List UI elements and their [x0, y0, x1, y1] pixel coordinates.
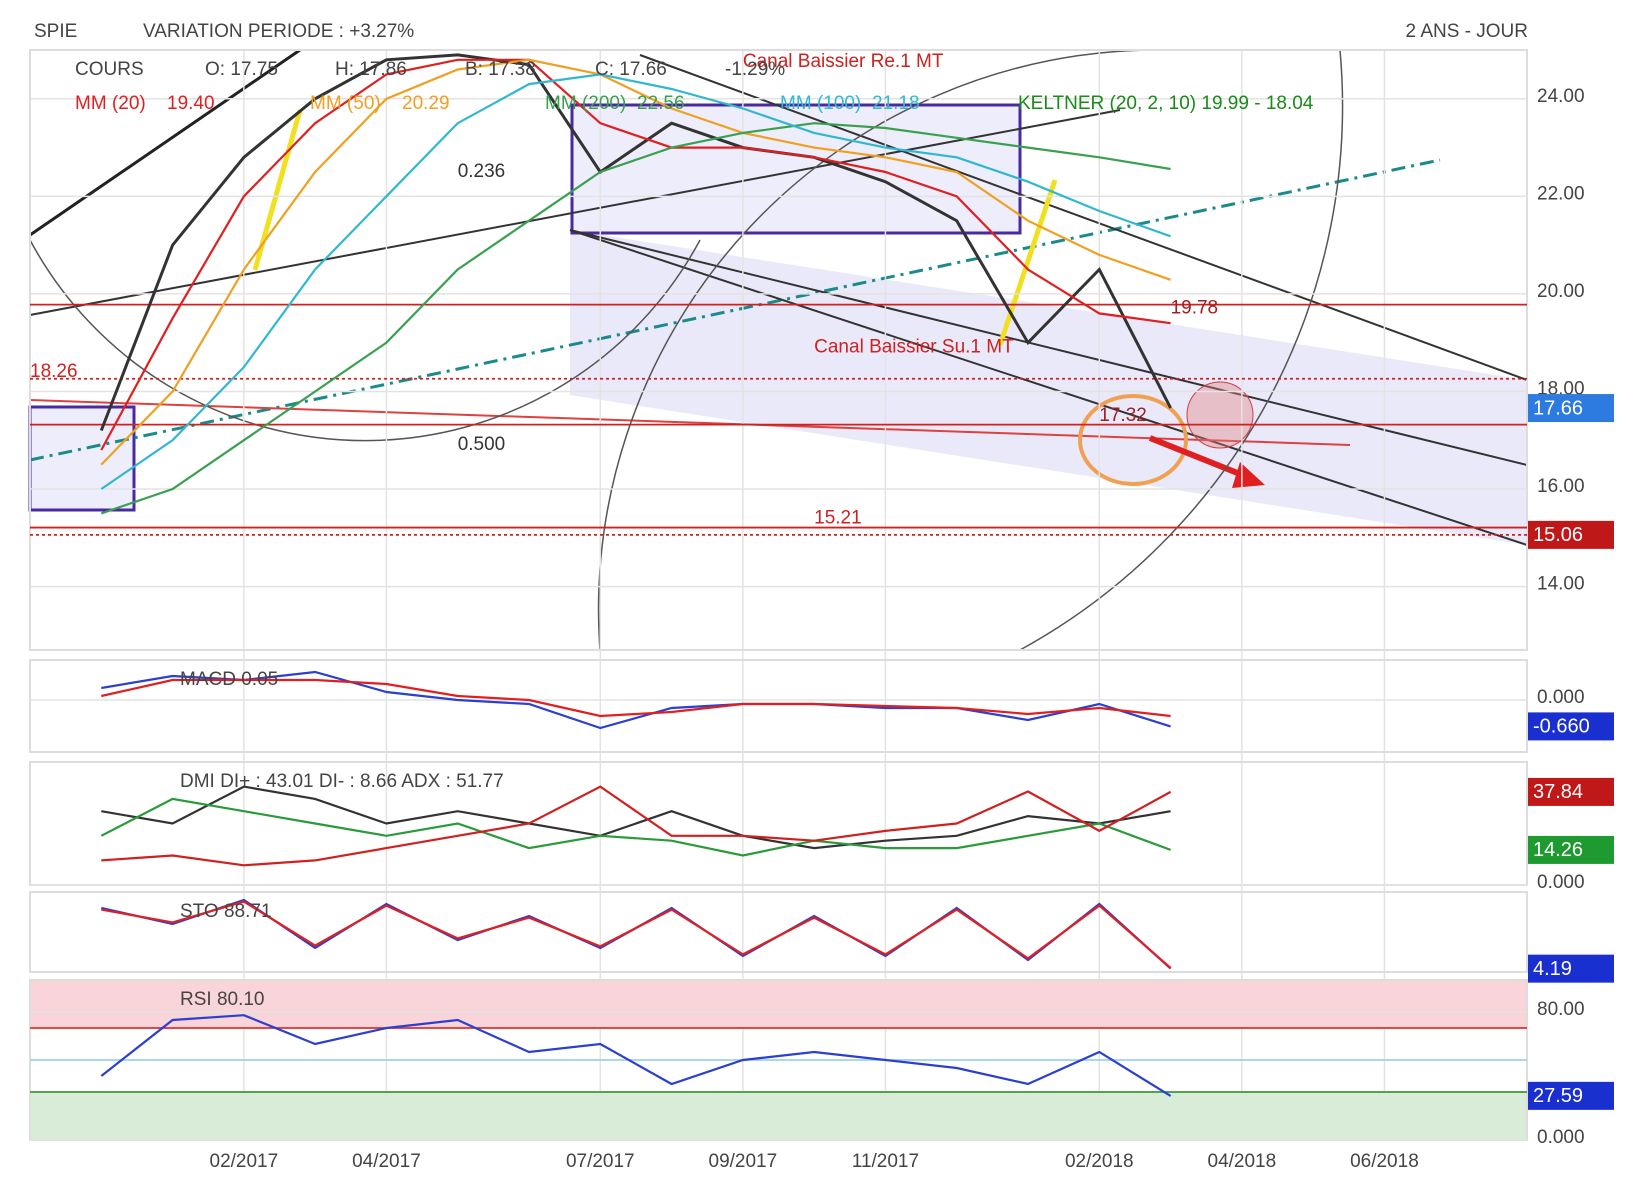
annotation: 18.26	[30, 361, 78, 382]
value-box-label: 15.06	[1533, 524, 1583, 546]
legend: COURS O: 17.75 H: 17.86 B: 17.38 C: 17.66 -1.…	[75, 59, 1314, 114]
legend-value: 21.18	[872, 93, 920, 114]
annotation: 17.32	[1099, 405, 1147, 426]
y-tick-label: 0.000	[1537, 687, 1585, 708]
panel: STO 88.71 4.19	[29, 891, 1614, 983]
panel: 0.000 DMI DI+ : 43.01 DI- : 8.66 ADX : 51…	[29, 761, 1614, 893]
value-box	[1528, 1081, 1614, 1110]
y-tick-label: 22.00	[1537, 183, 1585, 204]
value-box-label: 27.59	[1533, 1085, 1583, 1107]
series-line	[101, 900, 1172, 969]
legend-value: 22.56	[637, 93, 685, 114]
annotation: Canal Baissier Su.1 MT	[814, 337, 1014, 358]
series-line	[99, 53, 1172, 432]
y-tick-label: 20.00	[1537, 281, 1585, 302]
series-line	[100, 122, 1171, 515]
band	[30, 1092, 1527, 1140]
series-line	[101, 670, 1171, 730]
panel: 80.00 0.000 RSI 80.10 27.59	[29, 979, 1614, 1148]
x-tick-label: 04/2017	[352, 1151, 421, 1172]
series-line	[100, 58, 1171, 466]
legend-entry: MM (200)	[545, 93, 626, 114]
quote-value: -1.29%	[725, 59, 785, 80]
x-tick-label: 09/2017	[709, 1151, 778, 1172]
series-line	[100, 58, 1171, 451]
y-tick-label: 0.000	[1537, 872, 1585, 893]
indicator-title: RSI 80.10	[180, 989, 265, 1010]
quote-value: H: 17.86	[335, 59, 407, 80]
indicator-title: MACD 0.05	[180, 669, 278, 690]
value-box	[1528, 835, 1614, 864]
annotation: 0.500	[458, 434, 506, 455]
series-line	[101, 678, 1171, 718]
quote-value: O: 17.75	[205, 59, 278, 80]
value-box-label: 4.19	[1533, 958, 1572, 980]
value-box-label: -0.660	[1533, 716, 1590, 738]
value-box	[1528, 394, 1614, 423]
y-tick-label: 80.00	[1537, 999, 1585, 1020]
quote-value: C: 17.66	[595, 59, 667, 80]
series-line	[100, 1014, 1172, 1097]
panel-frame	[29, 659, 1528, 753]
legend-entry: MM (100)	[780, 93, 861, 114]
series-line	[101, 785, 1171, 850]
indicator-title: STO 88.71	[180, 901, 272, 922]
indicator-title: DMI DI+ : 43.01 DI- : 8.66 ADX : 51.77	[180, 771, 504, 792]
x-tick-label: 11/2017	[852, 1151, 919, 1172]
x-tick-label: 06/2018	[1350, 1151, 1419, 1172]
x-tick-label: 02/2018	[1065, 1151, 1134, 1172]
x-tick-label: 07/2017	[566, 1151, 635, 1172]
y-tick-label: 0.000	[1537, 1127, 1585, 1148]
band	[30, 980, 1527, 1028]
panel-frame	[29, 891, 1528, 973]
annotation: 15.21	[814, 507, 862, 528]
value-box	[1528, 954, 1614, 983]
x-tick-label: 02/2017	[210, 1151, 279, 1172]
ticker: SPIE	[34, 21, 77, 42]
value-box	[1528, 777, 1614, 806]
annotation: Canal Baissier Re.1 MT	[743, 51, 944, 72]
value-box-label: 17.66	[1533, 397, 1583, 419]
period: 2 ANS - JOUR	[1406, 21, 1528, 42]
quote-value: B: 17.38	[465, 59, 536, 80]
legend-value: 20.29	[402, 93, 450, 114]
y-tick-label: 24.00	[1537, 86, 1585, 107]
series-line	[100, 797, 1171, 857]
legend-value: 19.40	[167, 93, 215, 114]
value-box-label: 14.26	[1533, 839, 1583, 861]
annotation: 19.78	[1171, 298, 1219, 319]
legend-entry: MM (50)	[310, 93, 381, 114]
x-tick-label: 04/2018	[1208, 1151, 1277, 1172]
value-box	[1528, 712, 1614, 741]
panel: 0.000 MACD 0.05 -0.660	[29, 659, 1614, 753]
variation: VARIATION PERIODE : +3.27%	[143, 21, 414, 42]
y-tick-label: 16.00	[1537, 476, 1585, 497]
value-box	[1528, 520, 1614, 549]
legend-entry: COURS	[75, 59, 144, 80]
series-line	[101, 785, 1172, 867]
legend-entry: MM (20)	[75, 93, 146, 114]
series-line	[100, 73, 1171, 490]
value-box-label: 37.84	[1533, 781, 1583, 803]
panel-frame	[29, 49, 1528, 651]
y-tick-label: 14.00	[1537, 574, 1585, 595]
keltner-legend: KELTNER (20, 2, 10) 19.99 - 18.04	[1018, 93, 1314, 114]
annotation: 0.236	[458, 161, 506, 182]
